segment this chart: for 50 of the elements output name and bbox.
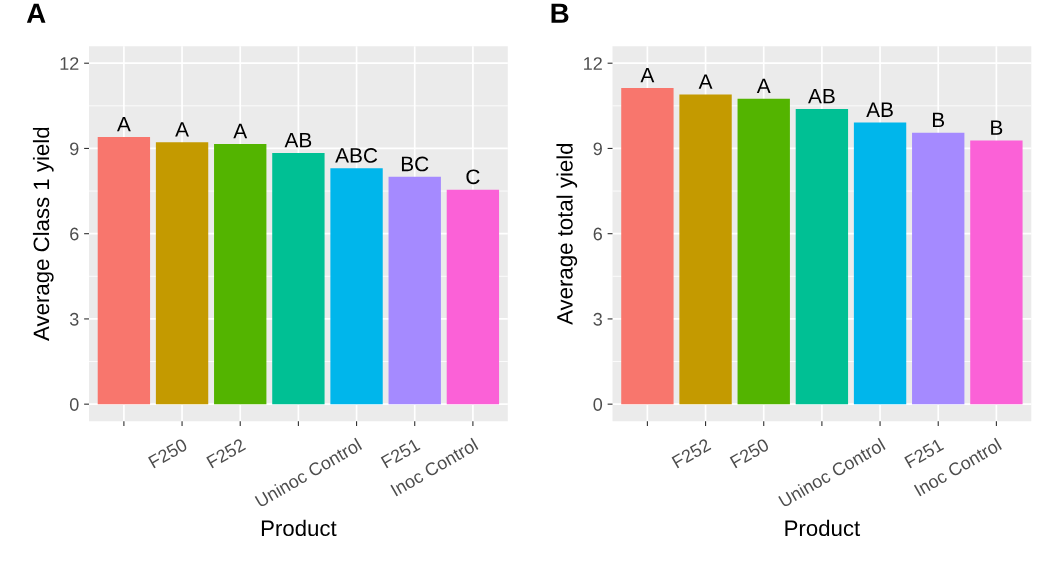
bar (330, 168, 383, 405)
x-axis-title: Product (261, 519, 337, 537)
y-tick-label: 9 (70, 142, 79, 156)
data-label: BC (401, 156, 429, 172)
y-tick-label: 9 (593, 142, 602, 156)
data-label: A (233, 123, 248, 139)
y-tick-label: 0 (69, 398, 79, 411)
bar (97, 137, 151, 405)
bar (853, 122, 907, 405)
y-tick-label: 12 (60, 57, 79, 70)
data-label: A (116, 117, 131, 132)
data-label: B (932, 112, 945, 128)
x-tick-label: F252 (206, 438, 247, 469)
data-label: C (466, 169, 480, 185)
y-tick-label: 6 (70, 227, 79, 241)
data-label: A (698, 74, 713, 89)
bar (155, 142, 209, 405)
bar (272, 152, 325, 405)
data-label: AB (808, 88, 835, 104)
x-tick-label: F250 (729, 437, 770, 469)
bar (446, 189, 500, 405)
bar (388, 176, 441, 405)
bar (214, 143, 267, 405)
y-axis-title: Average Class 1 yield (32, 127, 54, 341)
x-tick-label: F251 (380, 438, 421, 469)
y-tick-label: 12 (584, 57, 602, 70)
x-axis-title: Product (785, 519, 861, 537)
data-label: A (756, 78, 771, 94)
x-tick-label: F250 (147, 437, 189, 469)
bar (795, 108, 849, 405)
y-tick-label: 0 (593, 398, 603, 411)
y-axis-title: Average total yield (556, 143, 578, 325)
x-tick-label: F252 (671, 438, 712, 469)
chart-title: B (551, 3, 569, 23)
data-label: AB (866, 102, 893, 117)
chart-title: A (26, 3, 46, 23)
x-tick-label: F251 (904, 438, 945, 469)
y-tick-label: 3 (593, 312, 602, 326)
data-label: ABC (335, 148, 378, 163)
data-label: A (640, 67, 655, 83)
data-label: AB (284, 132, 312, 148)
data-label: B (991, 120, 1003, 135)
bar (621, 87, 674, 405)
y-tick-label: 3 (69, 312, 79, 326)
data-label: A (175, 122, 189, 137)
bar (679, 94, 732, 405)
bar (737, 98, 790, 405)
y-tick-label: 6 (593, 227, 602, 241)
bar (970, 140, 1023, 405)
bar (912, 132, 965, 405)
